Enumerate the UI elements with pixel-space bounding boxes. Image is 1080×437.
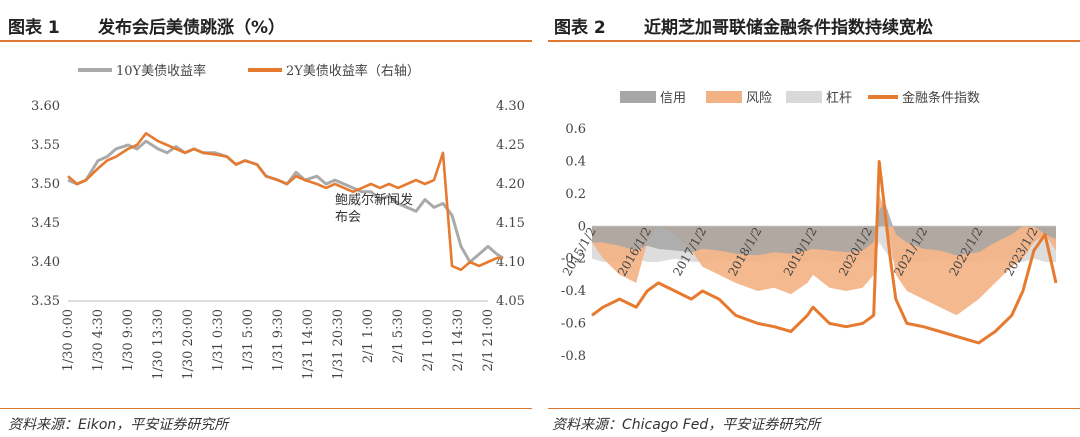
legend-label-1: 10Y美债收益率: [116, 63, 206, 79]
x-tick-label: 1/30 0:00: [61, 309, 76, 372]
chart-1-plot: 10Y美债收益率 2Y美债收益率（右轴） 3.35 3.40 3.45 3.50 3.55 3…: [31, 63, 525, 380]
legend-label-3: 杠杆: [826, 90, 852, 106]
x-tick-label: 1/31 20:30: [331, 309, 346, 380]
legend-swatch-3: [786, 91, 822, 103]
y-left-tick-label: 3.40: [31, 255, 60, 270]
y-right-tick-label: 4.30: [496, 99, 525, 114]
y-right-tick-label: 4.15: [496, 216, 525, 231]
legend-label-2: 2Y美债收益率（右轴）: [286, 63, 420, 79]
annotation-line-1: 鲍威尔新闻发: [335, 192, 413, 208]
x-tick-label: 2/1 1:00: [361, 309, 376, 363]
series-line-4: [591, 160, 1058, 345]
chart-2-plot: 信用 风险 杠杆 金融条件指数0.60.40.20-0.2-0.4-0.6-0.820…: [560, 90, 1058, 364]
y-right-tick-label: 4.05: [496, 294, 525, 309]
legend-label-2: 风险: [746, 91, 772, 106]
x-tick-label: 2/1 14:30: [451, 309, 466, 372]
x-tick-label: 1/30 20:00: [181, 309, 196, 380]
y-tick-label: 0.2: [565, 187, 586, 202]
legend-label-1: 信用: [660, 91, 686, 106]
legend-swatch-1: [620, 91, 656, 103]
x-tick-label: 2/1 10:00: [421, 309, 436, 372]
chart-1-legend: 10Y美债收益率 2Y美债收益率（右轴）: [78, 63, 420, 79]
legend-label-4: 金融条件指数: [902, 90, 980, 106]
y-right-tick-label: 4.20: [496, 177, 525, 192]
chart-2-source-rule: [548, 408, 1080, 409]
legend-swatch-2: [706, 91, 742, 103]
x-tick-label: 2/1 5:30: [391, 309, 406, 363]
y-tick-label: 0.4: [565, 154, 586, 169]
y-tick-label: -0.8: [561, 349, 586, 364]
chart-2-source: 资料来源：Chicago Fed，平安证券研究所: [552, 417, 821, 433]
y-tick-label: -0.4: [561, 284, 586, 299]
chart-2-legend: 信用 风险 杠杆 金融条件指数: [620, 90, 980, 106]
y-tick-label: 0.6: [565, 122, 586, 137]
chart-2-title-bar: 图表 2 近期芝加哥联储金融条件指数持续宽松: [548, 0, 1080, 40]
annotation-line-2: 布会: [335, 210, 361, 225]
y-left-tick-label: 3.35: [31, 294, 60, 309]
x-tick-label: 1/30 9:00: [121, 309, 136, 372]
chart-1-title-rule: [0, 40, 532, 42]
y-right-tick-label: 4.25: [496, 138, 525, 153]
chart-1-figure-label: 图表 1: [8, 18, 60, 38]
x-tick-label: 1/31 14:00: [301, 309, 316, 380]
series-line-2: [67, 132, 503, 272]
y-left-tick-label: 3.55: [31, 138, 60, 153]
x-tick-label: 1/31 9:30: [271, 309, 286, 372]
area-1: [592, 202, 1056, 256]
chart-2-title: 近期芝加哥联储金融条件指数持续宽松: [644, 18, 933, 38]
y-left-tick-label: 3.50: [31, 177, 60, 192]
x-tick-label: 1/30 4:30: [91, 309, 106, 372]
y-left-tick-label: 3.45: [31, 216, 60, 231]
x-tick-label: 2/1 21:00: [481, 309, 496, 372]
area-2: [592, 193, 1056, 316]
x-tick-label: 1/31 5:00: [241, 309, 256, 372]
x-tick-label: 1/31 0:30: [211, 309, 226, 372]
chart-2-title-rule: [548, 40, 1080, 42]
y-tick-label: 0: [578, 219, 586, 234]
chart-1-title: 发布会后美债跳涨（%）: [98, 18, 286, 38]
chart-1-title-bar: 图表 1 发布会后美债跳涨（%）: [0, 0, 532, 40]
chart-panel-1: 图表 1 发布会后美债跳涨（%） 10Y美债收益率 2Y美债收益率（右轴） 3.35…: [0, 0, 532, 437]
chart-panel-2: 图表 2 近期芝加哥联储金融条件指数持续宽松 信用 风险 杠杆 金融条件指数 0.6 0.…: [548, 0, 1080, 437]
x-tick-label: 1/30 13:30: [151, 309, 166, 380]
y-tick-label: -0.2: [561, 252, 586, 267]
y-right-tick-label: 4.10: [496, 255, 525, 270]
chart-2-figure-label: 图表 2: [554, 18, 606, 38]
y-tick-label: -0.6: [561, 316, 586, 331]
chart-1-source: 资料来源：Eikon，平安证券研究所: [8, 417, 229, 433]
y-left-tick-label: 3.60: [31, 99, 60, 114]
chart-1-source-rule: [0, 408, 532, 409]
series-line-1: [67, 139, 504, 264]
